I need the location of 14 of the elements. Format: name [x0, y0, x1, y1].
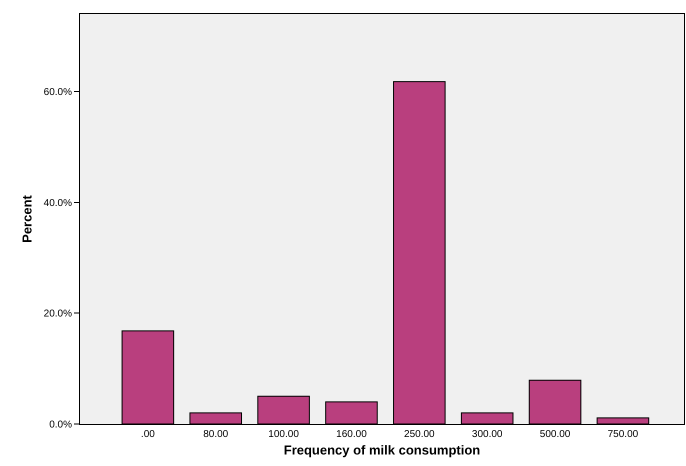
x-tick-label: 100.00	[268, 429, 300, 440]
x-tick-label: 750.00	[608, 429, 639, 440]
x-tick-label: 300.00	[472, 429, 503, 440]
y-axis-title: Percent	[20, 194, 35, 243]
x-tick-label: .00	[140, 429, 156, 440]
x-axis-title: Frequency of milk consumption	[284, 442, 480, 458]
x-tick-label: 160.00	[336, 429, 368, 440]
y-tick-label: 0.0%	[49, 420, 72, 430]
y-tick-label: 60.0%	[44, 87, 72, 98]
y-tick-label: 40.0%	[44, 198, 72, 209]
x-tick-label: 500.00	[540, 429, 571, 440]
x-tick-label: 80.00	[203, 429, 229, 440]
x-tick-label: 250.00	[404, 429, 436, 440]
y-tick-label: 20.0%	[44, 308, 72, 320]
